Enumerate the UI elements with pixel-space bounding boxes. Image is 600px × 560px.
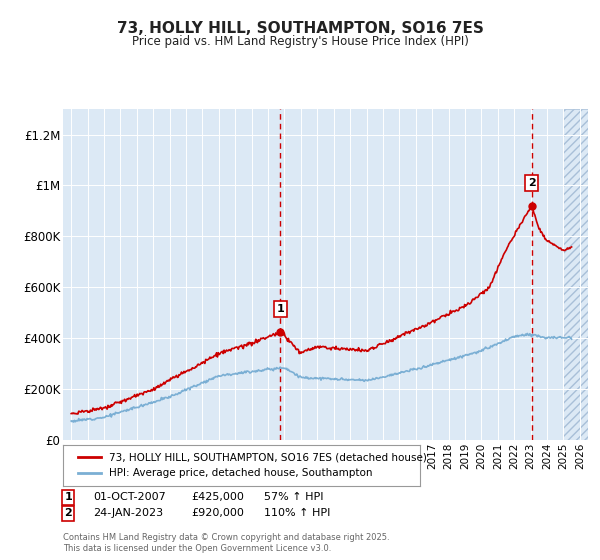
Legend: 73, HOLLY HILL, SOUTHAMPTON, SO16 7ES (detached house), HPI: Average price, deta: 73, HOLLY HILL, SOUTHAMPTON, SO16 7ES (d… bbox=[72, 446, 433, 484]
Text: 1: 1 bbox=[64, 492, 72, 502]
Text: Price paid vs. HM Land Registry's House Price Index (HPI): Price paid vs. HM Land Registry's House … bbox=[131, 35, 469, 48]
Text: 2: 2 bbox=[528, 178, 536, 188]
Text: 1: 1 bbox=[277, 304, 284, 314]
Text: 110% ↑ HPI: 110% ↑ HPI bbox=[264, 508, 331, 519]
Text: £425,000: £425,000 bbox=[191, 492, 244, 502]
Text: 73, HOLLY HILL, SOUTHAMPTON, SO16 7ES: 73, HOLLY HILL, SOUTHAMPTON, SO16 7ES bbox=[116, 21, 484, 36]
Text: 2: 2 bbox=[64, 508, 72, 519]
Text: 01-OCT-2007: 01-OCT-2007 bbox=[93, 492, 166, 502]
Text: 57% ↑ HPI: 57% ↑ HPI bbox=[264, 492, 323, 502]
Text: £920,000: £920,000 bbox=[191, 508, 244, 519]
Text: Contains HM Land Registry data © Crown copyright and database right 2025.
This d: Contains HM Land Registry data © Crown c… bbox=[63, 533, 389, 553]
Text: 24-JAN-2023: 24-JAN-2023 bbox=[93, 508, 163, 519]
Bar bbox=[563, 109, 588, 440]
